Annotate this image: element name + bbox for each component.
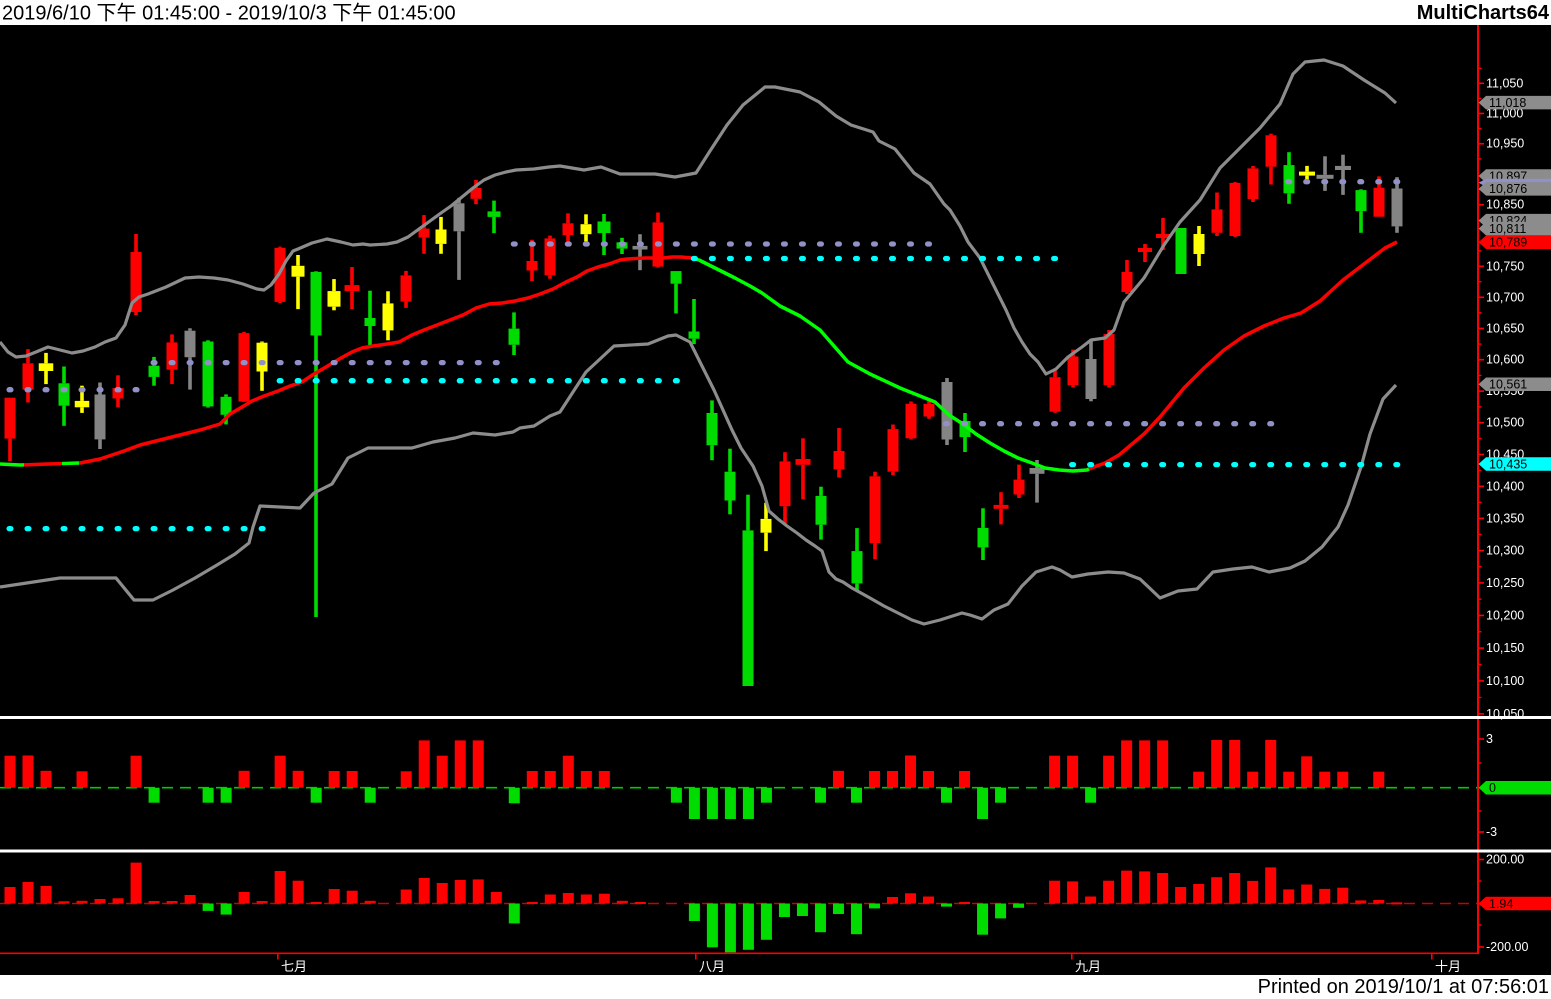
- svg-text:10,876: 10,876: [1489, 182, 1527, 196]
- svg-text:10,850: 10,850: [1486, 198, 1524, 212]
- svg-text:10,750: 10,750: [1486, 259, 1524, 273]
- svg-text:10,300: 10,300: [1486, 544, 1524, 558]
- svg-text:0: 0: [1489, 781, 1496, 795]
- svg-text:九月: 九月: [1075, 959, 1101, 974]
- svg-text:10,811: 10,811: [1489, 222, 1526, 236]
- svg-text:10,561: 10,561: [1489, 378, 1527, 392]
- svg-text:七月: 七月: [281, 959, 307, 974]
- svg-text:10,789: 10,789: [1489, 236, 1527, 250]
- svg-text:11,050: 11,050: [1486, 76, 1523, 90]
- svg-text:-3: -3: [1486, 825, 1497, 839]
- svg-text:-200.00: -200.00: [1486, 940, 1528, 954]
- svg-text:10,200: 10,200: [1486, 608, 1524, 622]
- svg-text:11,000: 11,000: [1486, 106, 1523, 120]
- svg-text:11,018: 11,018: [1489, 96, 1526, 110]
- svg-text:八月: 八月: [699, 959, 725, 974]
- svg-text:200.00: 200.00: [1486, 853, 1524, 867]
- svg-text:10,100: 10,100: [1486, 674, 1524, 688]
- svg-text:10,150: 10,150: [1486, 641, 1524, 655]
- svg-text:10,250: 10,250: [1486, 576, 1524, 590]
- svg-text:3: 3: [1486, 732, 1493, 746]
- svg-text:10,350: 10,350: [1486, 511, 1524, 525]
- svg-text:MultiCharts64: MultiCharts64: [1417, 2, 1550, 24]
- svg-text:10,950: 10,950: [1486, 137, 1524, 151]
- svg-text:十月: 十月: [1435, 959, 1461, 974]
- svg-text:Printed on 2019/10/1 at 07:56:: Printed on 2019/10/1 at 07:56:01: [1258, 976, 1549, 998]
- svg-text:10,400: 10,400: [1486, 479, 1524, 493]
- svg-text:10,435: 10,435: [1489, 457, 1527, 471]
- svg-text:10,700: 10,700: [1486, 290, 1524, 304]
- svg-text:2019/6/10 下午 01:45:00 - 2019/1: 2019/6/10 下午 01:45:00 - 2019/10/3 下午 01:…: [2, 2, 456, 25]
- svg-text:1.94: 1.94: [1489, 897, 1513, 911]
- svg-text:10,500: 10,500: [1486, 416, 1524, 430]
- svg-text:10,600: 10,600: [1486, 353, 1524, 367]
- svg-text:10,650: 10,650: [1486, 321, 1524, 335]
